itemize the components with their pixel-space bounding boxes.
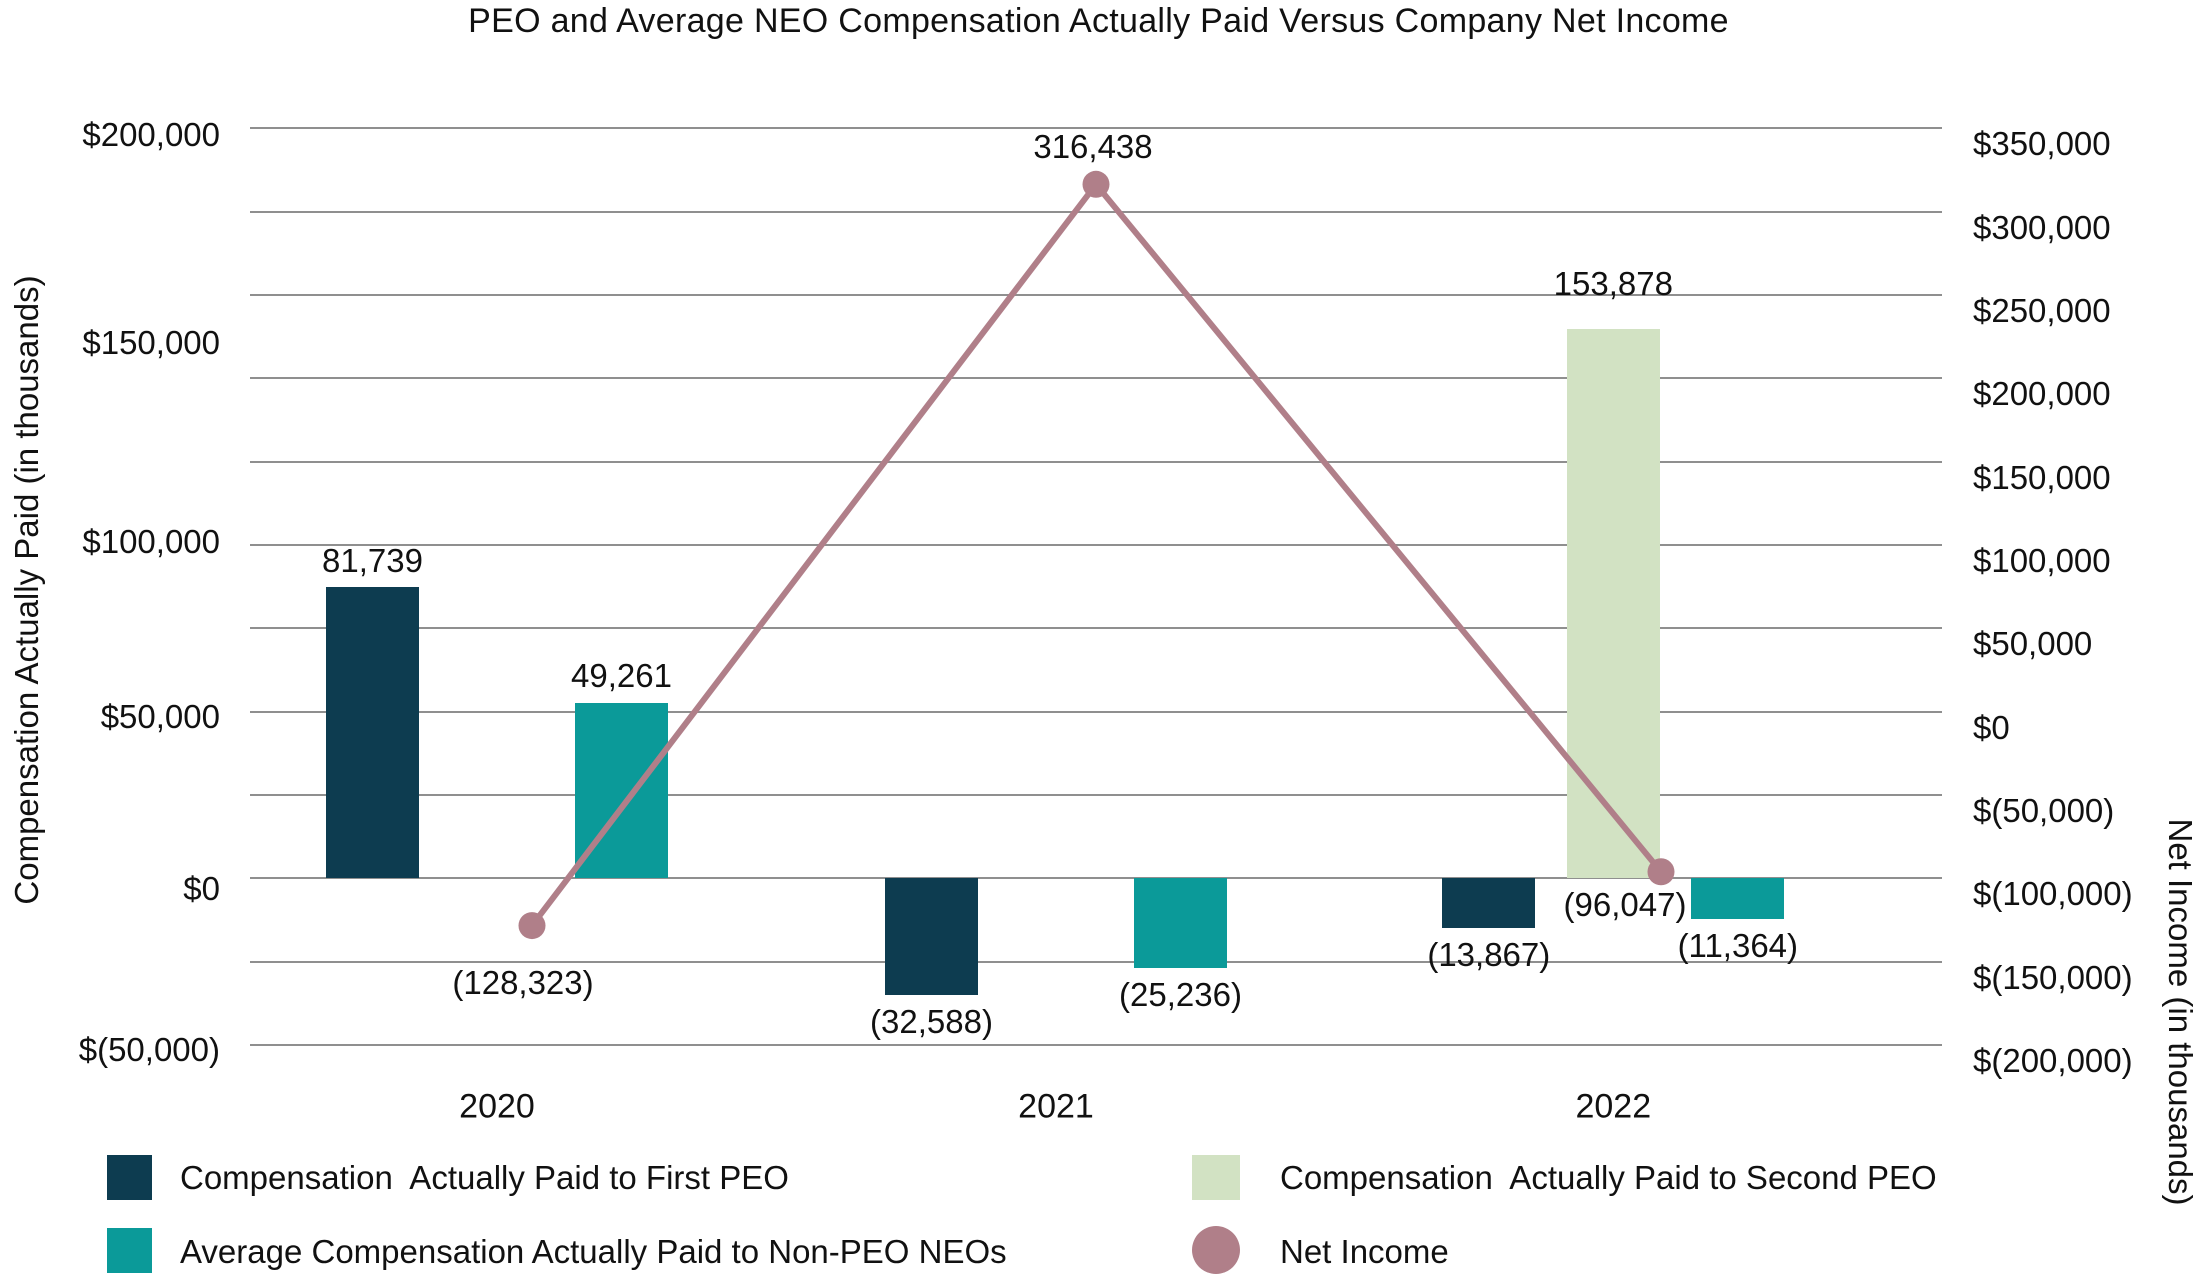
right-axis-tick-label: $200,000 <box>1973 375 2111 413</box>
legend-swatch-second-peo <box>1192 1155 1240 1200</box>
gridline <box>250 960 1942 963</box>
gridline <box>250 293 1942 296</box>
left-axis-tick-label: $150,000 <box>82 324 220 361</box>
data-label-net-income-2020: (128,323) <box>452 963 594 1001</box>
right-axis-tick-label: $(100,000) <box>1973 875 2133 913</box>
gridline <box>250 877 1942 880</box>
category-label-2022: 2022 <box>1575 1087 1652 1126</box>
left-axis-tick-label: $50,000 <box>100 698 220 735</box>
left-axis-tick-label: $(50,000) <box>78 1031 220 1068</box>
chart-title: PEO and Average NEO Compensation Actuall… <box>468 2 1729 40</box>
left-axis-tick-label: $100,000 <box>82 523 220 560</box>
data-label-net-income-2022: (96,047) <box>1563 885 1687 923</box>
legend-label-non-peo-neos: Average Compensation Actually Paid to No… <box>180 1233 1007 1270</box>
bar-compensation-actually-paid-to-second-peo-2022 <box>1566 329 1660 879</box>
data-label-compensation-actually-paid-to-first-peo-2021: (32,588) <box>870 1002 993 1040</box>
category-label-2021: 2021 <box>1018 1087 1094 1126</box>
right-axis-tick-label: $(50,000) <box>1973 791 2115 829</box>
left-axis-title: Compensation Actually Paid (in thousands… <box>8 275 45 905</box>
legend-swatch-first-peo <box>107 1155 152 1200</box>
gridline <box>250 210 1942 213</box>
right-axis-tick-label: $0 <box>1973 708 2010 746</box>
right-axis-tick-label: $100,000 <box>1973 541 2111 579</box>
data-label-average-compensation-actually-paid-to-non-peo-neos-2021: (25,236) <box>1119 976 1242 1014</box>
left-axis-tick-label: $200,000 <box>82 116 220 153</box>
data-label-compensation-actually-paid-to-second-peo-2022: 153,878 <box>1553 265 1673 303</box>
gridline <box>250 1043 1942 1046</box>
gridline <box>250 710 1942 713</box>
category-label-2020: 2020 <box>459 1087 535 1126</box>
plot-area <box>250 127 1942 1046</box>
legend-label-net-income: Net Income <box>1280 1233 1449 1270</box>
gridline <box>250 377 1942 380</box>
bar-compensation-actually-paid-to-first-peo-2022 <box>1442 878 1536 928</box>
gridline <box>250 543 1942 546</box>
gridline <box>250 127 1942 130</box>
legend-swatch-non-peo-neos <box>107 1228 152 1273</box>
gridline <box>250 460 1942 463</box>
legend-label-second-peo: Compensation Actually Paid to Second PEO <box>1280 1159 1937 1196</box>
legend-marker-net-income <box>1192 1226 1240 1274</box>
bar-average-compensation-actually-paid-to-non-peo-neos-2020 <box>575 702 668 879</box>
bar-average-compensation-actually-paid-to-non-peo-neos-2021 <box>1134 878 1227 969</box>
right-axis-tick-label: $350,000 <box>1973 125 2111 163</box>
right-axis-tick-label: $(200,000) <box>1973 1042 2133 1079</box>
gridline <box>250 793 1942 796</box>
data-label-average-compensation-actually-paid-to-non-peo-neos-2022: (11,364) <box>1677 926 1799 964</box>
bar-compensation-actually-paid-to-first-peo-2021 <box>885 878 978 995</box>
right-axis-tick-label: $150,000 <box>1973 458 2111 496</box>
right-axis-tick-label: $50,000 <box>1973 625 2093 663</box>
data-label-compensation-actually-paid-to-first-peo-2022: (13,867) <box>1427 935 1551 973</box>
data-label-net-income-2021: 316,438 <box>1033 128 1153 166</box>
right-axis-tick-label: $(150,000) <box>1973 958 2133 996</box>
bar-average-compensation-actually-paid-to-non-peo-neos-2022 <box>1691 878 1785 919</box>
right-axis-tick-label: $300,000 <box>1973 208 2111 246</box>
left-axis-tick-label: $0 <box>183 870 220 907</box>
legend-label-first-peo: Compensation Actually Paid to First PEO <box>180 1159 789 1196</box>
right-axis-title: Net Income (in thousands) <box>2162 818 2197 1206</box>
data-label-average-compensation-actually-paid-to-non-peo-neos-2020: 49,261 <box>571 656 672 694</box>
data-label-compensation-actually-paid-to-first-peo-2020: 81,739 <box>322 541 423 579</box>
bar-compensation-actually-paid-to-first-peo-2020 <box>326 586 419 879</box>
gridline <box>250 627 1942 630</box>
right-axis-tick-label: $250,000 <box>1973 291 2111 329</box>
